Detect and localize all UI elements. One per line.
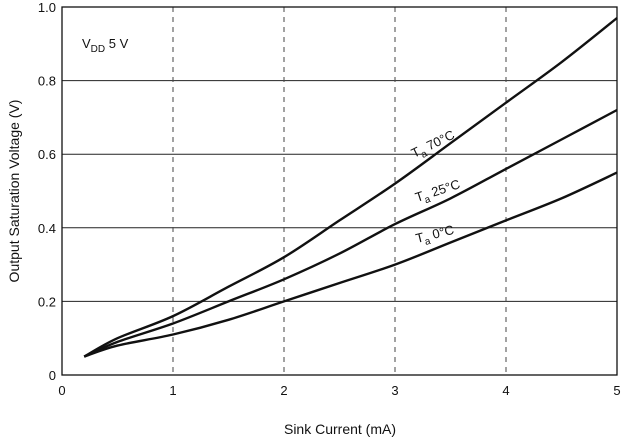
x-tick-label: 5 (613, 383, 620, 398)
condition-label: VDD 5 V (82, 36, 129, 55)
series-label-ta-70c: Ta 70°C (409, 127, 459, 164)
y-axis-label: Output Saturation Voltage (V) (6, 100, 22, 283)
y-tick-label: 0.2 (38, 294, 56, 309)
series-lines (83, 17, 618, 358)
grid (62, 7, 617, 375)
x-tick-label: 3 (391, 383, 398, 398)
y-tick-label: 0.6 (38, 147, 56, 162)
x-tick-label: 2 (280, 383, 287, 398)
x-tick-label: 0 (58, 383, 65, 398)
y-tick-label: 1.0 (38, 0, 56, 15)
x-tick-label: 1 (169, 383, 176, 398)
y-tick-label: 0.4 (38, 221, 56, 236)
x-axis-label: Sink Current (mA) (284, 421, 396, 437)
plot-frame (61, 6, 618, 376)
tick-labels: 0 0.2 0.4 0.6 0.8 1.0 0 1 2 3 4 5 (38, 0, 621, 398)
series-line-2 (83, 171, 618, 358)
series-line-0 (83, 17, 618, 358)
y-tick-label: 0 (49, 368, 56, 383)
series-label-ta-0c: Ta 0°C (414, 222, 456, 250)
x-tick-label: 4 (502, 383, 509, 398)
y-tick-label: 0.8 (38, 74, 56, 89)
series-line-1 (83, 108, 618, 358)
